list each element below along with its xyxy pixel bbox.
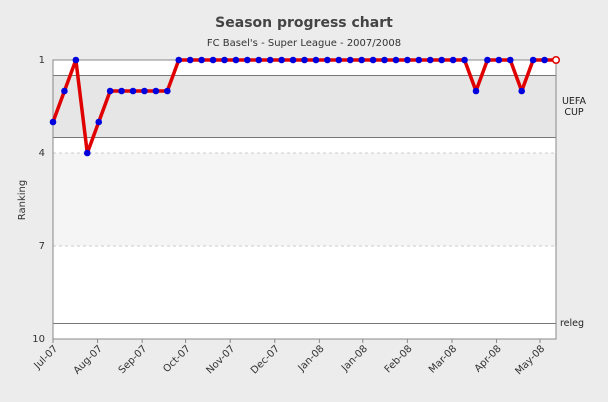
chart-title: Season progress chart [215,15,393,31]
zone-band [52,75,557,138]
y-axis-label: Ranking [17,180,28,220]
data-point [426,56,434,64]
y-tick-label: 10 [32,334,45,345]
x-tick-label: Apr-08 [473,343,504,374]
data-point [438,56,445,64]
data-point [392,56,400,64]
data-point [472,87,480,95]
data-point [495,56,503,64]
data-point [83,149,91,157]
x-tick-label: Sep-07 [117,343,150,376]
data-point [244,56,251,64]
data-point [175,56,183,64]
data-point [529,56,537,64]
data-point [506,56,514,64]
y-tick-label: 4 [39,148,45,159]
data-point [278,56,285,64]
data-point [312,56,320,64]
y-tick-label: 1 [39,55,45,66]
data-point [49,118,57,126]
x-tick-label: Nov-07 [204,343,237,376]
data-point [301,56,308,64]
data-point [61,87,68,95]
data-point [346,56,354,64]
data-point [369,56,377,64]
data-point [415,56,423,64]
x-tick-label: Feb-08 [383,343,415,375]
data-point [358,56,365,64]
data-point [255,56,263,64]
data-point [118,87,125,95]
data-point [518,87,526,95]
data-point [221,56,228,64]
data-point [129,87,137,95]
data-point [289,56,297,64]
x-tick-label: May-08 [513,343,547,377]
data-point [186,56,194,64]
chart-subtitle: FC Basel's - Super League - 2007/2008 [207,38,401,49]
x-tick-label: Jul-07 [32,343,61,372]
data-point [461,56,468,64]
data-point [164,87,171,95]
data-point [449,56,457,64]
data-point [209,56,217,64]
x-tick-label: Aug-07 [72,343,105,376]
zone-label: releg [559,317,585,329]
data-point [541,56,548,64]
x-tick-label: Oct-07 [161,343,193,375]
data-point [335,56,343,64]
data-point [324,56,331,64]
data-point [551,55,561,65]
data-point [404,56,411,64]
data-point [106,87,114,95]
data-point [152,87,160,95]
x-tick-label: Jan-08 [339,343,370,374]
data-point [484,56,491,64]
data-point [381,56,388,64]
data-point [198,56,205,64]
data-point [72,56,80,64]
zone-label: UEFA CUP [561,95,587,118]
data-point [95,118,103,126]
x-tick-label: Mar-08 [427,343,459,375]
data-point [232,56,240,64]
plot-stripe [53,153,556,246]
data-point [266,56,274,64]
x-tick-label: Jan-08 [296,343,327,374]
x-tick-label: Dec-07 [249,343,282,376]
data-point [141,87,148,95]
y-tick-label: 7 [39,241,45,252]
